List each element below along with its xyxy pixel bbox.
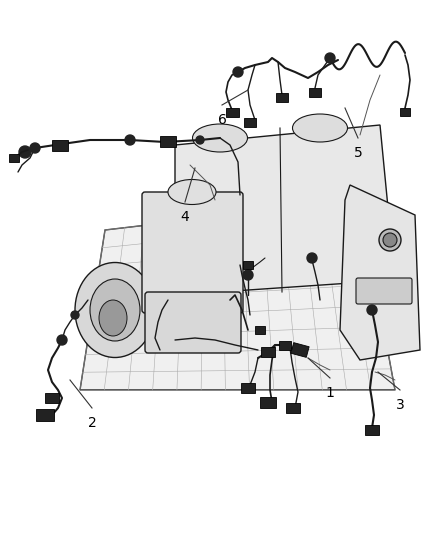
Bar xyxy=(241,383,255,393)
FancyBboxPatch shape xyxy=(356,278,412,304)
Bar xyxy=(261,347,275,357)
Bar xyxy=(45,393,59,403)
Bar xyxy=(52,140,68,150)
Circle shape xyxy=(307,253,317,263)
Ellipse shape xyxy=(379,229,401,251)
FancyBboxPatch shape xyxy=(142,192,243,313)
Bar xyxy=(276,93,288,101)
Bar xyxy=(243,261,253,269)
Bar xyxy=(255,326,265,334)
Bar xyxy=(9,154,19,162)
Bar xyxy=(36,409,54,421)
Ellipse shape xyxy=(99,300,127,336)
Bar xyxy=(279,341,291,350)
Text: 4: 4 xyxy=(180,210,189,224)
Text: 5: 5 xyxy=(353,146,362,160)
Circle shape xyxy=(125,135,135,145)
Circle shape xyxy=(126,136,134,144)
Text: 6: 6 xyxy=(218,113,226,127)
Bar xyxy=(309,87,321,96)
Circle shape xyxy=(367,305,377,315)
Bar xyxy=(365,425,379,435)
Ellipse shape xyxy=(75,262,155,358)
Ellipse shape xyxy=(192,124,247,152)
Circle shape xyxy=(19,146,31,158)
Bar xyxy=(160,135,176,147)
Circle shape xyxy=(196,136,204,144)
FancyBboxPatch shape xyxy=(145,292,241,353)
Bar xyxy=(291,343,309,358)
Text: 1: 1 xyxy=(325,386,335,400)
Ellipse shape xyxy=(293,114,347,142)
Polygon shape xyxy=(175,125,395,295)
Circle shape xyxy=(57,335,67,345)
Circle shape xyxy=(30,143,40,153)
Bar xyxy=(244,117,256,126)
Bar xyxy=(226,108,239,117)
Ellipse shape xyxy=(168,180,216,205)
Circle shape xyxy=(243,270,253,280)
Text: 3: 3 xyxy=(396,398,404,412)
Bar xyxy=(286,403,300,413)
Bar xyxy=(400,108,410,116)
Circle shape xyxy=(325,53,335,63)
Circle shape xyxy=(71,311,79,319)
Polygon shape xyxy=(80,200,395,390)
Circle shape xyxy=(233,67,243,77)
Ellipse shape xyxy=(90,279,140,341)
Polygon shape xyxy=(340,185,420,360)
Text: 2: 2 xyxy=(88,416,96,430)
Bar xyxy=(260,397,276,408)
Ellipse shape xyxy=(383,233,397,247)
